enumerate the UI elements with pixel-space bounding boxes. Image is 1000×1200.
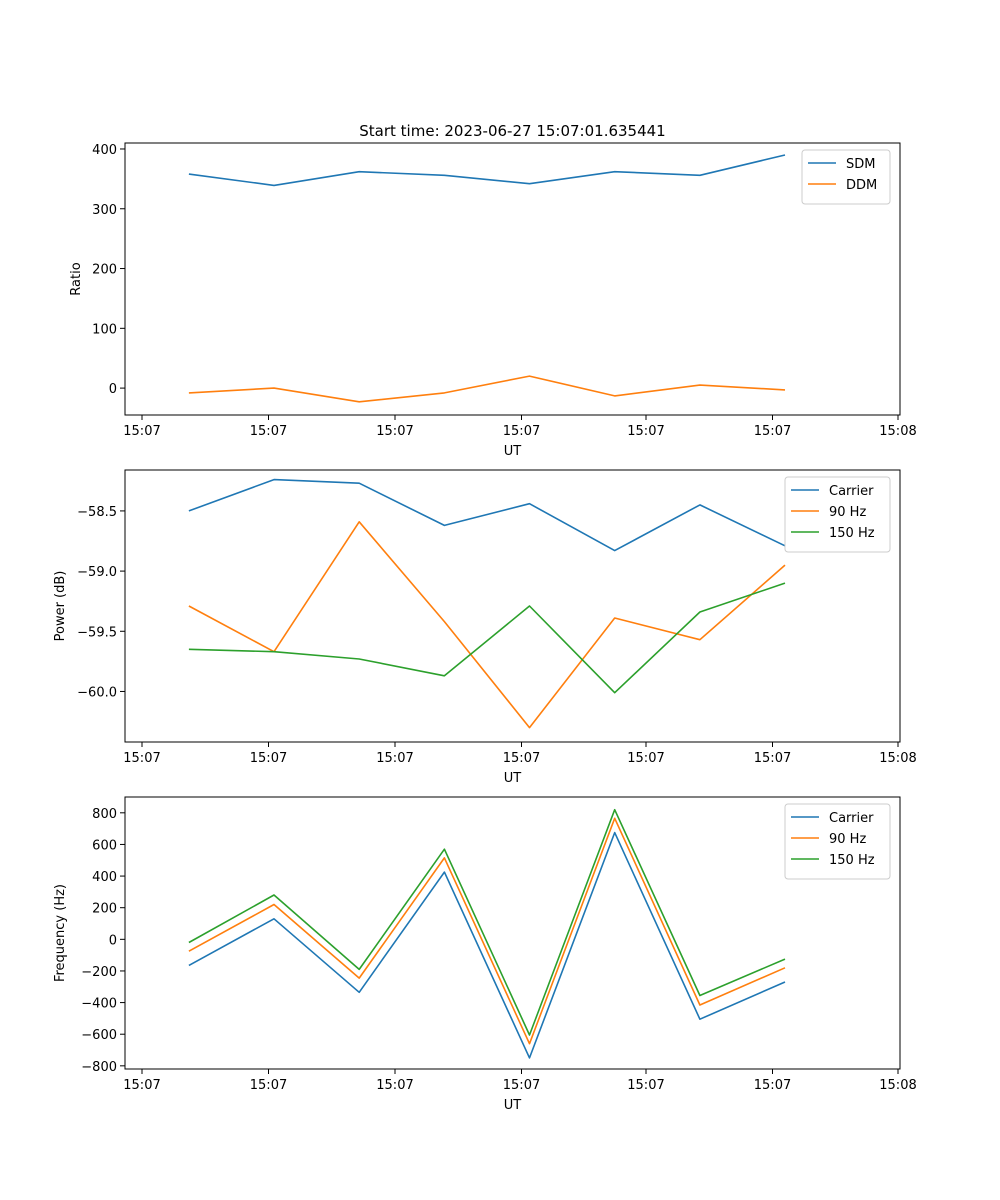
series-line-sdm bbox=[188, 154, 786, 187]
legend-label: Carrier bbox=[829, 811, 874, 826]
x-tick-label: 15:07 bbox=[376, 424, 413, 439]
chart-panel-1: 15:07 15:07 15:07 15:07 15:07 15:07 15:08 0 100 2… bbox=[69, 142, 917, 459]
y-tick-label: 600 bbox=[92, 838, 117, 853]
chart-panel-2: 15:07 15:07 15:07 15:07 15:07 15:07 15:08 −58.5… bbox=[53, 469, 917, 786]
x-tick-label: 15:07 bbox=[123, 424, 160, 439]
x-tick-label: 15:07 bbox=[250, 751, 287, 766]
legend-label: 150 Hz bbox=[829, 853, 875, 868]
x-tick-label: 15:07 bbox=[250, 1078, 287, 1093]
legend-label: SDM bbox=[846, 157, 875, 172]
x-tick-label: 15:07 bbox=[123, 1078, 160, 1093]
legend: Carrier 90 Hz 150 Hz bbox=[784, 476, 891, 553]
y-tick-label: −58.5 bbox=[77, 505, 117, 520]
legend-label: 90 Hz bbox=[829, 505, 866, 520]
legend-label: Carrier bbox=[829, 484, 874, 499]
y-tick-label: 0 bbox=[109, 382, 117, 397]
legend-frame bbox=[784, 803, 891, 880]
x-axis-label: UT bbox=[504, 1098, 522, 1113]
x-tick-label: 15:07 bbox=[754, 1078, 791, 1093]
y-tick-label: 100 bbox=[92, 322, 117, 337]
y-tick-label: 0 bbox=[109, 933, 117, 948]
x-tick-label: 15:07 bbox=[627, 1078, 664, 1093]
y-tick-label: −400 bbox=[81, 997, 117, 1012]
y-tick-label: 400 bbox=[92, 870, 117, 885]
series-line-150-hz bbox=[188, 808, 786, 1036]
y-tick-label: 200 bbox=[92, 902, 117, 917]
x-tick-label: 15:07 bbox=[376, 751, 413, 766]
chart-panel-3: 15:07 15:07 15:07 15:07 15:07 15:07 15:08 800 60… bbox=[53, 796, 917, 1113]
series-line-ddm bbox=[188, 375, 786, 403]
legend: Carrier 90 Hz 150 Hz bbox=[784, 803, 891, 880]
legend-label: 150 Hz bbox=[829, 526, 875, 541]
axes-frame bbox=[124, 469, 901, 743]
x-tick-label: 15:08 bbox=[879, 751, 916, 766]
y-axis-label: Frequency (Hz) bbox=[53, 884, 68, 982]
series-line-90-hz bbox=[188, 520, 786, 729]
y-axis-label: Power (dB) bbox=[53, 571, 68, 642]
y-tick-label: 800 bbox=[92, 807, 117, 822]
x-axis-label: UT bbox=[504, 771, 522, 786]
legend-frame bbox=[784, 476, 891, 553]
y-tick-label: −60.0 bbox=[77, 685, 117, 700]
y-axis-label: Ratio bbox=[69, 262, 84, 295]
x-tick-label: 15:07 bbox=[627, 424, 664, 439]
legend-label: DDM bbox=[846, 178, 877, 193]
series-line-carrier bbox=[188, 831, 786, 1059]
x-tick-label: 15:07 bbox=[754, 424, 791, 439]
figure-title: Start time: 2023-06-27 15:07:01.635441 bbox=[359, 122, 665, 140]
x-tick-label: 15:07 bbox=[503, 1078, 540, 1093]
x-tick-label: 15:07 bbox=[503, 424, 540, 439]
x-tick-label: 15:07 bbox=[627, 751, 664, 766]
y-tick-label: −200 bbox=[81, 965, 117, 980]
y-tick-label: −59.0 bbox=[77, 565, 117, 580]
axes-frame bbox=[124, 142, 901, 416]
y-tick-label: 400 bbox=[92, 143, 117, 158]
y-tick-label: −800 bbox=[81, 1060, 117, 1075]
series-line-90-hz bbox=[188, 817, 786, 1045]
series-line-carrier bbox=[188, 478, 786, 552]
x-axis-label: UT bbox=[504, 444, 522, 459]
x-tick-label: 15:08 bbox=[879, 1078, 916, 1093]
axes-frame bbox=[124, 796, 901, 1070]
legend: SDM DDM bbox=[801, 149, 891, 205]
x-tick-label: 15:08 bbox=[879, 424, 916, 439]
x-tick-label: 15:07 bbox=[754, 751, 791, 766]
x-tick-label: 15:07 bbox=[503, 751, 540, 766]
x-tick-label: 15:07 bbox=[250, 424, 287, 439]
x-tick-label: 15:07 bbox=[123, 751, 160, 766]
y-tick-label: −600 bbox=[81, 1028, 117, 1043]
series-line-150-hz bbox=[188, 582, 786, 694]
x-tick-label: 15:07 bbox=[376, 1078, 413, 1093]
y-tick-label: 200 bbox=[92, 263, 117, 278]
legend-label: 90 Hz bbox=[829, 832, 866, 847]
y-tick-label: 300 bbox=[92, 203, 117, 218]
y-tick-label: −59.5 bbox=[77, 625, 117, 640]
